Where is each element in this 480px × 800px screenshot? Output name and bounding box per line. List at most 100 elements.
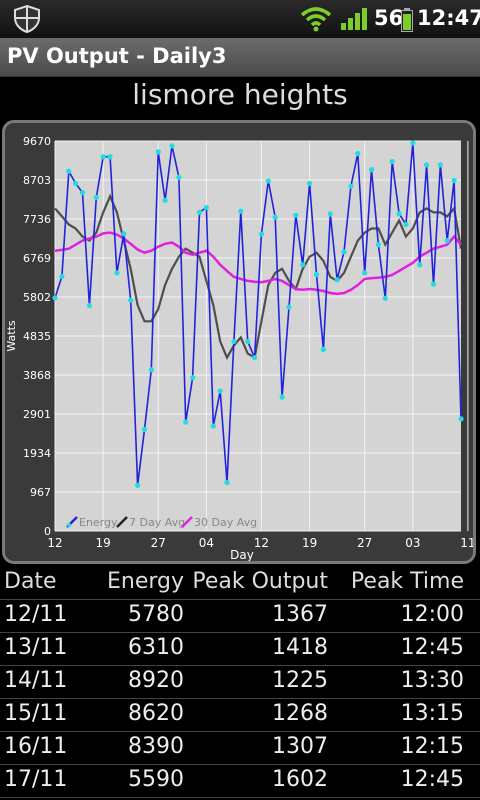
daily-table: Date Energy Peak Output Peak Time 12/11 …	[0, 566, 480, 800]
energy-chart: 0 967 1934 2901 3868 4835 5802 6769 7736 8703 9670…	[5, 135, 473, 561]
energy-point	[417, 262, 423, 268]
energy-point	[437, 162, 443, 168]
table-row[interactable]: 16/11 8390 1307 12:15	[0, 731, 480, 765]
y-axis-ticks: 0 967 1934 2901 3868 4835 5802 6769 7736 8703 9670	[23, 135, 51, 538]
y-tick-label: 9670	[23, 135, 51, 148]
status-clock: 12:47	[417, 6, 480, 30]
legend-label: Energy	[79, 516, 118, 529]
table-row[interactable]: 12/11 5780 1367 12:00	[0, 599, 480, 633]
energy-point	[190, 375, 196, 381]
energy-point	[52, 295, 58, 301]
y-tick-label: 4835	[23, 330, 51, 343]
row-date: 12/11	[4, 602, 68, 627]
y-tick-label: 0	[44, 525, 51, 538]
energy-point	[251, 354, 258, 361]
energy-point	[389, 158, 395, 165]
energy-point	[313, 271, 320, 278]
row-peak-output: 1602	[272, 767, 328, 792]
energy-point	[341, 249, 347, 255]
status-bar: 56 12:47	[0, 0, 480, 38]
energy-point	[293, 212, 299, 218]
energy-point	[430, 281, 437, 287]
table-row[interactable]: 15/11 8620 1268 13:15	[0, 698, 480, 732]
energy-point	[183, 419, 189, 425]
y-tick-label: 8703	[23, 174, 51, 187]
energy-point	[86, 302, 93, 309]
y-tick-label: 2901	[23, 408, 51, 421]
energy-point	[162, 197, 168, 203]
x-tick-label: 12	[254, 536, 269, 550]
y-tick-label: 7736	[23, 213, 51, 226]
x-tick-label: 03	[405, 536, 420, 550]
legend-label: 30 Day Avg	[194, 516, 257, 529]
system-name: lismore heights	[132, 78, 348, 111]
energy-point	[458, 416, 464, 422]
cell-signal-icon	[341, 8, 367, 30]
x-tick-label: 11	[460, 536, 473, 550]
series-line-energy	[54, 142, 462, 486]
energy-point	[134, 482, 141, 489]
energy-point	[396, 210, 402, 217]
energy-point	[368, 167, 375, 173]
energy-point	[245, 338, 251, 345]
row-energy: 5780	[128, 602, 184, 627]
energy-point	[203, 204, 209, 211]
x-axis-ticks: 12 19 27 04 12 19 27 03 11	[47, 536, 473, 550]
energy-point	[93, 194, 99, 201]
wifi-icon	[300, 7, 332, 32]
legend-swatch	[116, 516, 128, 528]
energy-point	[258, 231, 265, 237]
battery-icon	[401, 8, 413, 32]
row-peak-time: 12:45	[400, 635, 464, 660]
row-date: 13/11	[4, 635, 68, 660]
energy-point	[451, 177, 457, 184]
energy-point	[423, 162, 430, 168]
row-peak-output: 1418	[272, 635, 328, 660]
row-energy: 8920	[128, 668, 184, 693]
row-date: 16/11	[4, 734, 68, 759]
table-row[interactable]: 17/11 5590 1602 12:45	[0, 764, 480, 798]
row-peak-time: 12:00	[400, 602, 464, 627]
energy-point	[279, 394, 285, 400]
table-row[interactable]: 14/11 8920 1225 13:30	[0, 665, 480, 699]
row-date: 15/11	[4, 701, 68, 726]
energy-point	[355, 150, 361, 157]
row-energy: 6310	[128, 635, 184, 660]
energy-point	[121, 231, 127, 237]
energy-point	[79, 190, 86, 196]
row-energy: 8620	[128, 701, 184, 726]
legend-label: 7 Day Avg	[129, 516, 185, 529]
energy-point	[403, 221, 409, 228]
energy-point	[107, 154, 113, 160]
y-tick-label: 5802	[23, 291, 51, 304]
energy-point	[362, 270, 368, 276]
table-row[interactable]: 13/11 6310 1418 12:45	[0, 632, 480, 666]
energy-point	[210, 423, 216, 429]
app-title: PV Output - Daily3	[7, 44, 227, 68]
table-header-row: Date Energy Peak Output Peak Time	[0, 566, 480, 600]
signal-strength-text: 56	[374, 6, 404, 30]
x-tick-label: 04	[199, 536, 214, 550]
row-peak-output: 1367	[272, 602, 328, 627]
energy-point	[155, 149, 161, 155]
energy-point	[375, 242, 382, 248]
energy-chart-panel[interactable]: 0 967 1934 2901 3868 4835 5802 6769 7736 8703 9670…	[2, 120, 476, 564]
chart-series	[52, 140, 464, 489]
x-tick-label: 27	[357, 536, 372, 550]
energy-point	[238, 208, 244, 214]
app-title-bar: PV Output - Daily3	[0, 38, 480, 77]
energy-point	[148, 367, 154, 373]
row-energy: 8390	[128, 734, 184, 759]
row-peak-time: 13:30	[400, 668, 464, 693]
energy-point	[217, 388, 223, 394]
x-tick-label: 19	[302, 536, 317, 550]
y-tick-label: 967	[30, 486, 51, 499]
header-date: Date	[4, 569, 57, 594]
energy-point	[128, 297, 134, 303]
row-date: 14/11	[4, 668, 68, 693]
x-tick-label: 19	[96, 536, 111, 550]
energy-point	[327, 211, 333, 217]
row-peak-time: 12:15	[400, 734, 464, 759]
energy-point	[100, 154, 106, 160]
energy-point	[114, 270, 120, 276]
